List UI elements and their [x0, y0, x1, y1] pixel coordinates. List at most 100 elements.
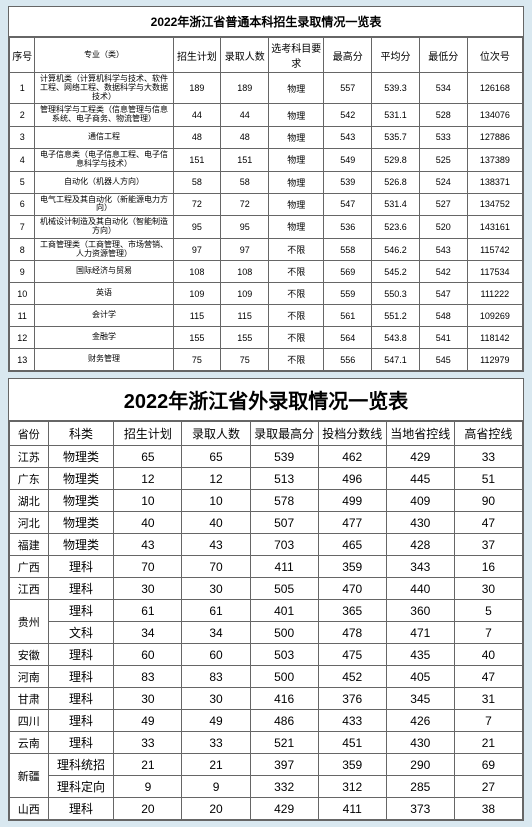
table-cell: 409 — [386, 490, 454, 512]
table1-header: 专业（类） — [35, 38, 173, 73]
table-cell: 40 — [454, 644, 522, 666]
table-cell: 547 — [324, 193, 372, 216]
table-cell: 435 — [386, 644, 454, 666]
table-cell: 521 — [250, 732, 318, 754]
table-cell: 703 — [250, 534, 318, 556]
table-cell: 108 — [173, 261, 221, 283]
table-cell: 物理类 — [48, 490, 114, 512]
table-cell: 30 — [182, 688, 250, 710]
table-cell: 528 — [419, 104, 467, 127]
table-cell: 83 — [182, 666, 250, 688]
province-cell: 湖北 — [10, 490, 49, 512]
table-cell: 445 — [386, 468, 454, 490]
table-cell: 189 — [221, 73, 269, 104]
table-cell: 429 — [386, 446, 454, 468]
table-row: 6电气工程及其自动化（新能源电力方向）7272物理547531.45271347… — [10, 193, 523, 216]
table-cell: 44 — [221, 104, 269, 127]
table-cell: 524 — [419, 171, 467, 193]
table-cell: 428 — [386, 534, 454, 556]
table-cell: 金融学 — [35, 327, 173, 349]
table-cell: 531.1 — [372, 104, 420, 127]
table1-body: 1计算机类（计算机科学与技术、软件工程、网络工程、数据科学与大数据技术）1891… — [10, 73, 523, 371]
table-cell: 11 — [10, 305, 35, 327]
table-cell: 37 — [454, 534, 522, 556]
table-cell: 69 — [454, 754, 522, 776]
table-cell: 127886 — [467, 126, 522, 148]
table-row: 3通信工程4848物理543535.7533127886 — [10, 126, 523, 148]
table-row: 云南理科333352145143021 — [10, 732, 523, 754]
table-cell: 49 — [114, 710, 182, 732]
table-cell: 7 — [10, 216, 35, 239]
table1: 序号专业（类）招生计划录取人数选考科目要求最高分平均分最低分位次号 1计算机类（… — [9, 37, 523, 371]
table-cell: 155 — [173, 327, 221, 349]
table-row: 5自动化（机器人方向）5858物理539526.8524138371 — [10, 171, 523, 193]
table-cell: 30 — [114, 688, 182, 710]
table-cell: 109 — [221, 283, 269, 305]
table-cell: 397 — [250, 754, 318, 776]
table-cell: 物理 — [269, 73, 324, 104]
table-cell: 523.6 — [372, 216, 420, 239]
table-cell: 理科定向 — [48, 776, 114, 798]
table-cell: 557 — [324, 73, 372, 104]
province-cell: 甘肃 — [10, 688, 49, 710]
table-row: 2管理科学与工程类（信息管理与信息系统、电子商务、物流管理）4444物理5425… — [10, 104, 523, 127]
table-cell: 578 — [250, 490, 318, 512]
table-row: 10英语109109不限559550.3547111222 — [10, 283, 523, 305]
table-cell: 569 — [324, 261, 372, 283]
table-cell: 533 — [419, 126, 467, 148]
table-cell: 44 — [173, 104, 221, 127]
table-cell: 9 — [182, 776, 250, 798]
table-cell: 不限 — [269, 349, 324, 371]
table2-header: 当地省控线 — [386, 422, 454, 446]
table-cell: 118142 — [467, 327, 522, 349]
table-cell: 70 — [114, 556, 182, 578]
table-cell: 40 — [114, 512, 182, 534]
table-cell: 物理类 — [48, 512, 114, 534]
table-cell: 134752 — [467, 193, 522, 216]
table-cell: 539 — [324, 171, 372, 193]
table-cell: 物理 — [269, 193, 324, 216]
table-cell: 401 — [250, 600, 318, 622]
table-cell: 30 — [454, 578, 522, 600]
table-cell: 312 — [318, 776, 386, 798]
table-cell: 72 — [221, 193, 269, 216]
table1-header: 序号 — [10, 38, 35, 73]
table-cell: 通信工程 — [35, 126, 173, 148]
table1-header: 最高分 — [324, 38, 372, 73]
table-cell: 111222 — [467, 283, 522, 305]
table-cell: 不限 — [269, 327, 324, 349]
table2-head: 省份科类招生计划录取人数录取最高分投档分数线当地省控线高省控线 — [10, 422, 523, 446]
table-cell: 134076 — [467, 104, 522, 127]
table-cell: 30 — [114, 578, 182, 600]
table-row: 四川理科49494864334267 — [10, 710, 523, 732]
table-cell: 539 — [250, 446, 318, 468]
table-cell: 75 — [173, 349, 221, 371]
table-cell: 475 — [318, 644, 386, 666]
table-cell: 20 — [182, 798, 250, 820]
table-cell: 559 — [324, 283, 372, 305]
table-cell: 545.2 — [372, 261, 420, 283]
table-cell: 4 — [10, 148, 35, 171]
table-cell: 126168 — [467, 73, 522, 104]
table-cell: 不限 — [269, 238, 324, 261]
table2-header: 投档分数线 — [318, 422, 386, 446]
table-cell: 332 — [250, 776, 318, 798]
table-cell: 470 — [318, 578, 386, 600]
table-cell: 48 — [221, 126, 269, 148]
table-cell: 109 — [173, 283, 221, 305]
table-cell: 自动化（机器人方向） — [35, 171, 173, 193]
table-cell: 151 — [221, 148, 269, 171]
table-row: 文科34345004784717 — [10, 622, 523, 644]
table-cell: 物理类 — [48, 446, 114, 468]
table-cell: 30 — [182, 578, 250, 600]
admission-table-zhejiang: 2022年浙江省普通本科招生录取情况一览表 序号专业（类）招生计划录取人数选考科… — [8, 6, 524, 372]
table-cell: 65 — [114, 446, 182, 468]
table-cell: 513 — [250, 468, 318, 490]
table-cell: 558 — [324, 238, 372, 261]
table-cell: 505 — [250, 578, 318, 600]
table-cell: 343 — [386, 556, 454, 578]
table-row: 湖北物理类101057849940990 — [10, 490, 523, 512]
province-cell: 云南 — [10, 732, 49, 754]
table-cell: 117534 — [467, 261, 522, 283]
table-cell: 12 — [114, 468, 182, 490]
